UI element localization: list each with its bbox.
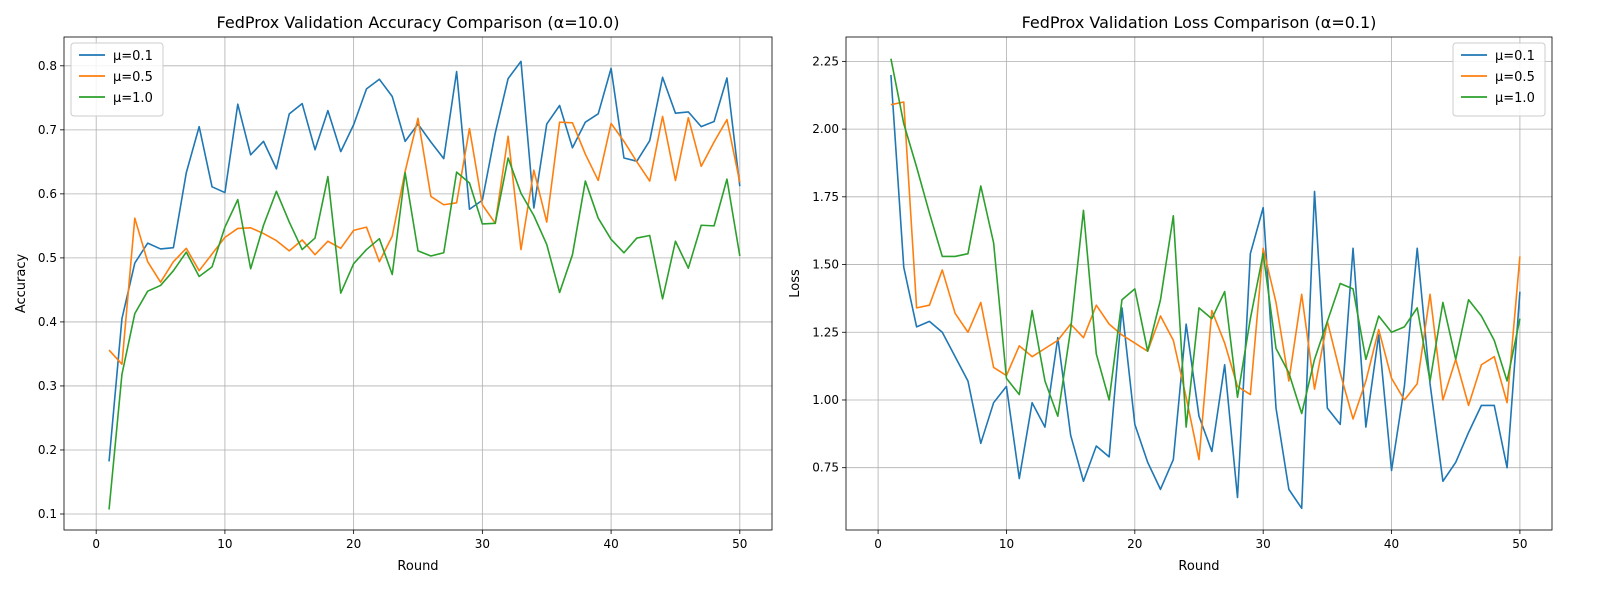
y-tick-label: 0.1 bbox=[38, 507, 57, 521]
accuracy-series-line-μ=1.0 bbox=[108, 157, 741, 510]
legend-label: μ=1.0 bbox=[113, 91, 153, 106]
loss-chart: FedProx Validation Loss Comparison (α=0.… bbox=[788, 13, 1553, 574]
loss-x-axis-label: Round bbox=[1178, 559, 1219, 574]
loss-series-line-μ=1.0 bbox=[890, 58, 1521, 428]
legend-label: μ=0.1 bbox=[113, 49, 153, 64]
y-tick-label: 0.5 bbox=[38, 251, 57, 265]
accuracy-chart: FedProx Validation Accuracy Comparison (… bbox=[14, 13, 773, 574]
x-tick-label: 20 bbox=[346, 537, 361, 551]
y-tick-label: 2.00 bbox=[812, 122, 839, 136]
y-tick-label: 1.50 bbox=[812, 258, 839, 272]
x-tick-label: 40 bbox=[603, 537, 618, 551]
x-tick-label: 0 bbox=[92, 537, 100, 551]
x-tick-label: 50 bbox=[1512, 537, 1527, 551]
y-tick-label: 0.75 bbox=[812, 461, 839, 475]
x-tick-label: 30 bbox=[475, 537, 490, 551]
loss-legend: μ=0.1 μ=0.5 μ=1.0 bbox=[1452, 42, 1546, 117]
accuracy-series-lines bbox=[108, 60, 741, 510]
legend-label: μ=0.5 bbox=[1495, 70, 1535, 85]
loss-series-lines bbox=[890, 58, 1521, 510]
y-tick-label: 0.7 bbox=[38, 123, 57, 137]
x-tick-label: 0 bbox=[874, 537, 882, 551]
accuracy-plot-frame bbox=[63, 36, 773, 531]
loss-series-line-μ=0.5 bbox=[890, 101, 1521, 461]
y-tick-label: 2.25 bbox=[812, 54, 839, 68]
accuracy-series-line-μ=0.1 bbox=[108, 60, 741, 462]
accuracy-ticks: 0 10 20 30 40 50 0.1 0.2 0.3 0.4 0.5 0.6 0.7 0.8 bbox=[38, 59, 748, 551]
legend-label: μ=0.1 bbox=[1495, 49, 1535, 64]
loss-grid bbox=[846, 37, 1552, 530]
legend-label: μ=1.0 bbox=[1495, 91, 1535, 106]
accuracy-x-axis-label: Round bbox=[397, 559, 438, 574]
y-tick-label: 0.8 bbox=[38, 59, 57, 73]
loss-series-line-μ=0.1 bbox=[890, 74, 1521, 510]
loss-y-axis-label: Loss bbox=[788, 269, 803, 298]
y-tick-label: 0.3 bbox=[38, 379, 57, 393]
x-tick-label: 40 bbox=[1384, 537, 1399, 551]
y-tick-label: 1.25 bbox=[812, 325, 839, 339]
accuracy-series-line-μ=0.5 bbox=[108, 115, 741, 365]
x-tick-label: 10 bbox=[217, 537, 232, 551]
loss-chart-title: FedProx Validation Loss Comparison (α=0.… bbox=[1022, 13, 1377, 32]
y-tick-label: 0.6 bbox=[38, 187, 57, 201]
loss-ticks: 0 10 20 30 40 50 0.75 1.00 1.25 1.50 1.75 2.00 2.25 bbox=[812, 54, 1527, 551]
y-tick-label: 0.2 bbox=[38, 443, 57, 457]
accuracy-chart-title: FedProx Validation Accuracy Comparison (… bbox=[217, 13, 620, 32]
loss-plot-frame bbox=[845, 36, 1553, 531]
x-tick-label: 10 bbox=[999, 537, 1014, 551]
y-tick-label: 1.75 bbox=[812, 190, 839, 204]
x-tick-label: 50 bbox=[732, 537, 747, 551]
x-tick-label: 30 bbox=[1256, 537, 1271, 551]
y-tick-label: 0.4 bbox=[38, 315, 57, 329]
accuracy-y-axis-label: Accuracy bbox=[14, 254, 29, 314]
x-tick-label: 20 bbox=[1127, 537, 1142, 551]
legend-label: μ=0.5 bbox=[113, 70, 153, 85]
accuracy-legend: μ=0.1 μ=0.5 μ=1.0 bbox=[70, 42, 164, 117]
y-tick-label: 1.00 bbox=[812, 393, 839, 407]
